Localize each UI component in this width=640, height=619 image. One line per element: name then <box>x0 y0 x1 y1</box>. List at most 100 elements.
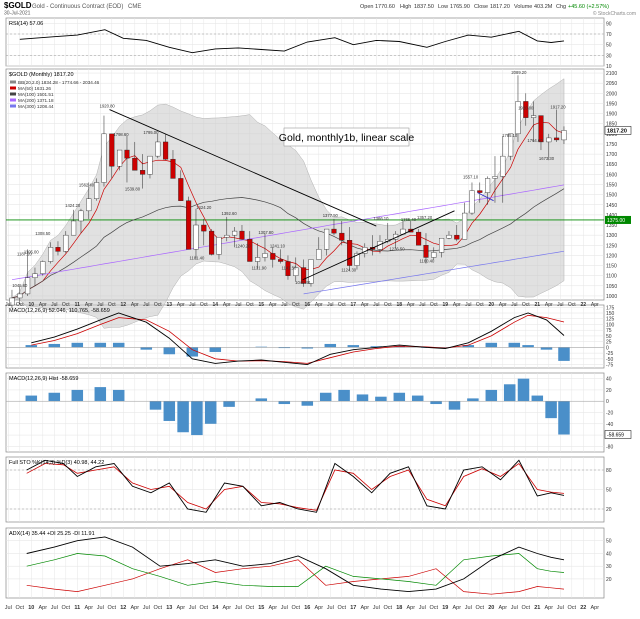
x-tick-label: 16 <box>305 302 311 308</box>
y-tick-label: 1050 <box>606 284 617 290</box>
x-tick-label: Oct <box>384 302 392 308</box>
macd-hist-bar <box>95 343 107 348</box>
watermark: © StockCharts.com <box>593 10 636 17</box>
macd-hist-bar <box>72 343 84 348</box>
x-tick-label: Apr <box>269 302 277 308</box>
x-tick-label: Oct <box>246 605 255 611</box>
y-tick-label: 50 <box>606 334 612 340</box>
legend-swatch <box>10 87 16 90</box>
x-tick-label: Apr <box>223 302 231 308</box>
histogram-bar <box>532 396 544 402</box>
panel-price-title: $GOLD (Monthly) 1817.20 <box>9 72 74 78</box>
macd-hist-bar <box>509 343 521 348</box>
candle-body <box>416 232 421 245</box>
candle-body <box>79 211 84 221</box>
x-tick-label: Oct <box>476 302 484 308</box>
annotation-text: Gold, monthly1b, linear scale <box>279 132 415 144</box>
x-tick-label: Jul <box>5 605 12 611</box>
change-value: +45.60 (+2.57%) <box>568 4 609 10</box>
x-tick-label: Jul <box>189 302 195 308</box>
x-tick-label: Oct <box>200 302 208 308</box>
y-tick-label: 1700 <box>606 152 617 158</box>
high-value: 1837.50 <box>414 4 434 10</box>
x-tick-label: Oct <box>568 302 576 308</box>
macd-hist-bar <box>348 345 360 347</box>
x-tick-label: Oct <box>16 302 24 308</box>
x-tick-label: 12 <box>120 605 126 611</box>
candle-body <box>240 231 245 239</box>
x-tick-label: Apr <box>315 302 323 308</box>
x-tick-label: Jul <box>327 605 334 611</box>
candle-body <box>439 238 444 252</box>
y-tick-label: 50 <box>606 488 612 494</box>
price-label: 1377.50 <box>323 213 339 218</box>
y-tick-label: 1650 <box>606 162 617 168</box>
y-tick-label: 1200 <box>606 253 617 259</box>
x-tick-label: Oct <box>292 302 300 308</box>
candle-body <box>117 150 122 166</box>
panel-adx-title: ADX(14) 35.44 +DI 25.25 -DI 11.91 <box>9 531 95 537</box>
x-tick-label: Oct <box>384 605 393 611</box>
y-tick-label: 1000 <box>606 294 617 300</box>
y-tick-label: 0 <box>606 399 609 405</box>
low-label: Low <box>438 4 448 10</box>
y-tick-label: 75 <box>606 328 612 334</box>
price-label: 1045.40 <box>295 280 311 285</box>
legend-swatch <box>10 105 16 108</box>
price-label: 1673.30 <box>539 156 555 161</box>
legend-entry: BB(20,2.0) 1834.28 - 1774.66 - 2034.46 <box>18 80 100 85</box>
x-tick-label: Jul <box>419 605 426 611</box>
x-tick-label: 13 <box>167 302 173 308</box>
x-tick-label: Apr <box>407 605 416 611</box>
candle-body <box>462 213 467 239</box>
x-tick-label: 12 <box>121 302 127 308</box>
price-label: 1365.40 <box>401 217 417 222</box>
x-tick-label: 18 <box>396 605 402 611</box>
price-label: 1539.80 <box>125 187 141 192</box>
candle-body <box>194 225 199 249</box>
x-tick-label: Apr <box>453 302 461 308</box>
y-tick-label: 1150 <box>606 264 617 270</box>
macd-hist-bar <box>325 344 337 347</box>
symbol-label: $GOLD <box>4 1 32 10</box>
macd-hist-bar <box>26 345 38 347</box>
x-tick-label: 20 <box>488 605 494 611</box>
macd-hist-bar <box>486 343 498 348</box>
candle-body <box>48 247 53 261</box>
x-tick-label: 21 <box>534 605 540 611</box>
price-label: 1424.20 <box>196 205 212 210</box>
histogram-bar <box>486 390 498 401</box>
panel-macd-hist-title: MACD(12,26,9) Hist -58.659 <box>9 376 78 382</box>
candle-body <box>347 240 352 265</box>
x-tick-label: Apr <box>85 605 94 611</box>
candle-body <box>40 262 45 274</box>
price-label: 1141.50 <box>281 266 296 271</box>
candle-body <box>339 233 344 240</box>
x-tick-label: Jul <box>51 302 57 308</box>
x-tick-label: 17 <box>351 302 357 308</box>
x-tick-label: Apr <box>361 302 369 308</box>
x-tick-label: Apr <box>131 302 139 308</box>
price-label: 2089.20 <box>511 70 527 75</box>
price-label: 1920.00 <box>518 106 534 111</box>
price-label: 1562.40 <box>79 183 95 188</box>
candle-body <box>33 274 38 278</box>
y-tick-label: 175 <box>606 305 615 311</box>
candle-body <box>500 156 505 176</box>
x-tick-label: Jul <box>511 605 518 611</box>
price-label: 1160.40 <box>419 259 434 264</box>
close-label: Close <box>474 4 488 10</box>
y-tick-label: 2000 <box>606 91 617 97</box>
x-tick-label: Jul <box>557 302 563 308</box>
histogram-bar <box>95 387 107 401</box>
volume-value: 403.2M <box>534 4 553 10</box>
histogram-bar <box>449 401 461 409</box>
x-tick-label: Oct <box>108 605 117 611</box>
price-label: 1236.50 <box>389 246 405 251</box>
x-tick-label: Jul <box>235 302 241 308</box>
candle-body <box>109 134 114 166</box>
x-tick-label: Apr <box>85 302 93 308</box>
x-tick-label: Apr <box>545 605 554 611</box>
x-tick-label: 14 <box>212 605 219 611</box>
